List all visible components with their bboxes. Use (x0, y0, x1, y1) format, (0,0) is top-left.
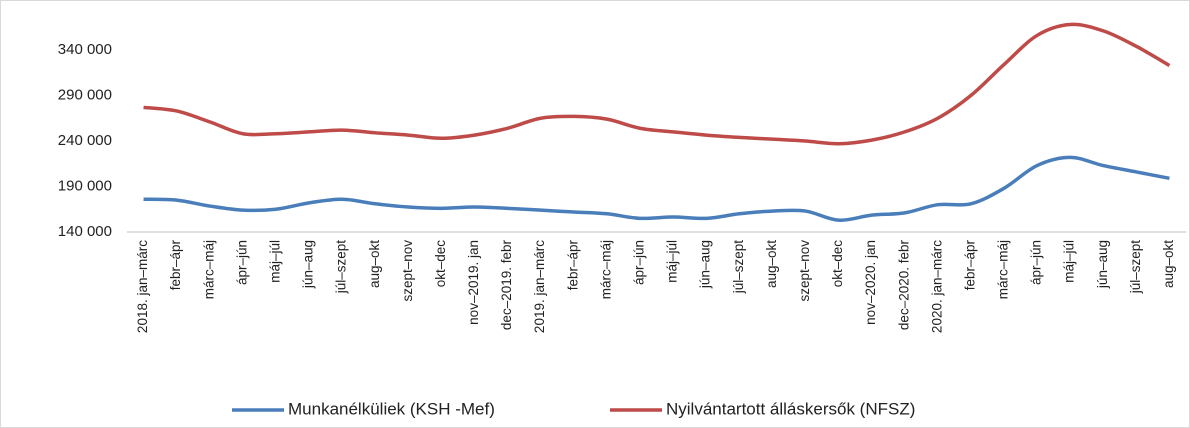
x-tick-label: febr–ápr (962, 240, 977, 291)
x-tick-label: márc–máj (598, 240, 613, 299)
legend-label: Munkanélküliek (KSH -Mef) (288, 399, 495, 418)
x-tick-label: okt–dec (433, 240, 448, 288)
x-tick-label: júl–szept (334, 240, 349, 295)
x-tick-label: 2020. jan–márc (929, 240, 944, 333)
series-line (143, 155, 1170, 222)
x-tick-label: aug–okt (367, 240, 382, 288)
x-tick-label: jún–aug (1095, 240, 1110, 289)
x-tick-label: febr–ápr (168, 240, 183, 291)
x-tick-label: okt–dec (830, 240, 845, 288)
x-tick-label: febr–ápr (565, 240, 580, 291)
y-tick-label: 190 000 (58, 177, 112, 194)
legend-label: Nyilvántartott álláskersők (NFSZ) (666, 399, 915, 418)
x-tick-label: júl–szept (731, 240, 746, 295)
x-tick-label: máj–júl (267, 240, 282, 283)
x-tick-label: nov–2020. jan (863, 240, 878, 325)
x-tick-label: máj–júl (665, 240, 680, 283)
series-line (143, 22, 1171, 146)
x-tick-label: júl–szept (1128, 240, 1143, 295)
x-tick-label: dec–2019. febr (499, 240, 514, 331)
x-tick-label: aug–okt (764, 240, 779, 288)
x-tick-label: máj–júl (1062, 240, 1077, 283)
x-tick-label: márc–máj (201, 240, 216, 299)
x-tick-label: dec–2020. febr (896, 240, 911, 331)
x-tick-label: aug–okt (1161, 240, 1176, 288)
y-tick-label: 240 000 (58, 132, 112, 149)
y-tick-label: 140 000 (58, 223, 112, 240)
x-tick-label: nov–2019. jan (466, 240, 481, 325)
y-tick-label: 340 000 (58, 41, 112, 58)
x-tick-label: szept–nov (797, 240, 812, 302)
x-tick-label: ápr–jún (234, 240, 249, 285)
x-tick-label: jún–aug (301, 240, 316, 289)
x-tick-label: márc–máj (996, 240, 1011, 299)
x-tick-label: ápr–jún (1029, 240, 1044, 285)
x-tick-label: ápr–jún (632, 240, 647, 285)
x-tick-label: szept–nov (400, 240, 415, 302)
x-tick-label: jún–aug (698, 240, 713, 289)
x-tick-label: 2018. jan–márc (135, 240, 150, 333)
x-tick-label: 2019. jan–márc (532, 240, 547, 333)
y-tick-label: 290 000 (58, 86, 112, 103)
